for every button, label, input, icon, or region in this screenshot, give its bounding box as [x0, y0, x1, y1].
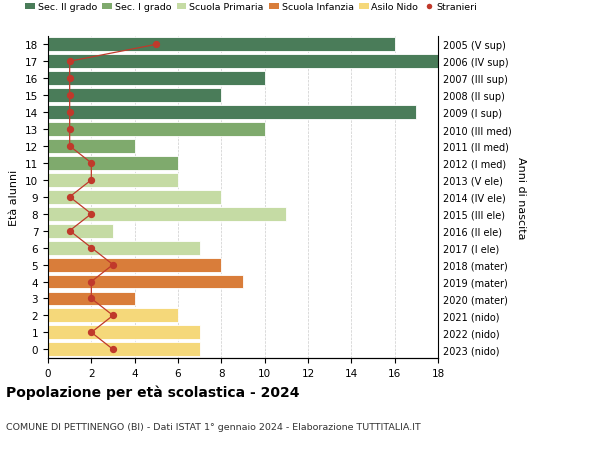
Point — [65, 126, 74, 134]
Bar — [48, 342, 200, 357]
Bar — [48, 123, 265, 137]
Point — [65, 228, 74, 235]
Text: Popolazione per età scolastica - 2024: Popolazione per età scolastica - 2024 — [6, 385, 299, 399]
Bar — [48, 224, 113, 238]
Bar — [48, 140, 134, 154]
Y-axis label: Età alunni: Età alunni — [10, 169, 19, 225]
Point — [86, 329, 96, 336]
Bar — [48, 157, 178, 170]
Bar — [48, 55, 438, 69]
Bar — [48, 207, 286, 221]
Point — [65, 92, 74, 100]
Point — [108, 261, 118, 269]
Point — [65, 75, 74, 83]
Bar — [48, 106, 416, 120]
Point — [86, 245, 96, 252]
Bar — [48, 275, 243, 289]
Point — [86, 160, 96, 167]
Point — [65, 58, 74, 66]
Point — [65, 143, 74, 150]
Y-axis label: Anni di nascita: Anni di nascita — [515, 156, 526, 239]
Bar — [48, 174, 178, 187]
Point — [108, 346, 118, 353]
Point — [86, 177, 96, 184]
Bar — [48, 241, 200, 255]
Point — [65, 194, 74, 201]
Point — [152, 41, 161, 49]
Bar — [48, 292, 134, 306]
Bar — [48, 309, 178, 323]
Point — [65, 109, 74, 117]
Point — [86, 211, 96, 218]
Bar — [48, 89, 221, 103]
Bar — [48, 190, 221, 204]
Legend: Sec. II grado, Sec. I grado, Scuola Primaria, Scuola Infanzia, Asilo Nido, Stran: Sec. II grado, Sec. I grado, Scuola Prim… — [22, 0, 481, 16]
Point — [86, 278, 96, 285]
Bar — [48, 38, 395, 52]
Bar — [48, 72, 265, 86]
Point — [108, 312, 118, 319]
Text: COMUNE DI PETTINENGO (BI) - Dati ISTAT 1° gennaio 2024 - Elaborazione TUTTITALIA: COMUNE DI PETTINENGO (BI) - Dati ISTAT 1… — [6, 422, 421, 431]
Point — [86, 295, 96, 302]
Bar — [48, 258, 221, 272]
Bar — [48, 326, 200, 340]
